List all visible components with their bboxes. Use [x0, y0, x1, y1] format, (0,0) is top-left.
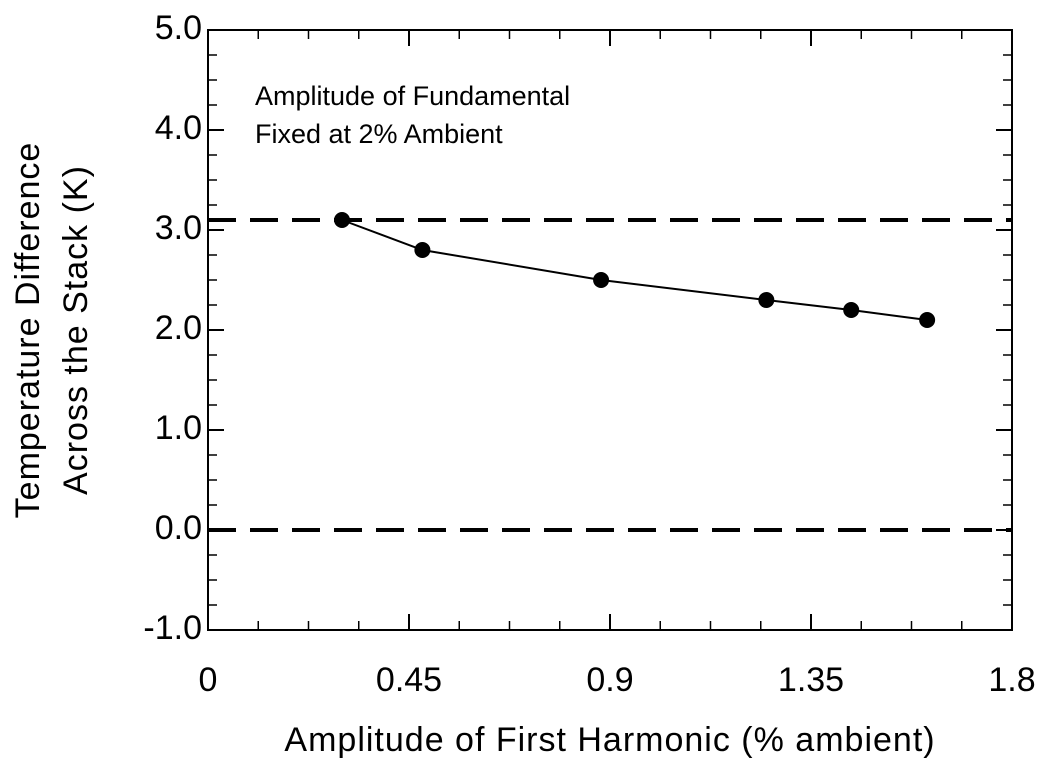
y-axis-label: Across the Stack (K) — [57, 165, 95, 495]
x-tick-label: 1.8 — [988, 661, 1035, 699]
x-tick-label: 0.9 — [586, 661, 633, 699]
annotation: Fixed at 2% Ambient — [255, 119, 503, 149]
x-tick-label: 0.45 — [376, 661, 442, 699]
y-tick-label: 4.0 — [155, 109, 202, 147]
y-tick-label: 5.0 — [155, 9, 202, 47]
y-tick-label: -1.0 — [143, 609, 202, 647]
data-point — [919, 312, 936, 328]
data-line — [341, 219, 928, 321]
data-point — [334, 212, 350, 228]
data-point — [843, 302, 860, 318]
data-point — [414, 242, 431, 258]
x-axis-label: Amplitude of First Harmonic (% ambient) — [284, 721, 935, 759]
annotation: Amplitude of Fundamental — [255, 81, 570, 111]
y-tick-label: 0.0 — [155, 509, 202, 547]
y-axis-label: Temperature Difference — [9, 142, 47, 519]
data-point — [593, 272, 610, 288]
y-tick-label: 3.0 — [155, 209, 202, 247]
x-tick-label: 1.35 — [778, 661, 844, 699]
y-tick-label: 2.0 — [155, 309, 202, 347]
x-tick-label: 0 — [199, 661, 218, 699]
data-point — [758, 292, 775, 308]
y-tick-label: 1.0 — [155, 409, 202, 447]
